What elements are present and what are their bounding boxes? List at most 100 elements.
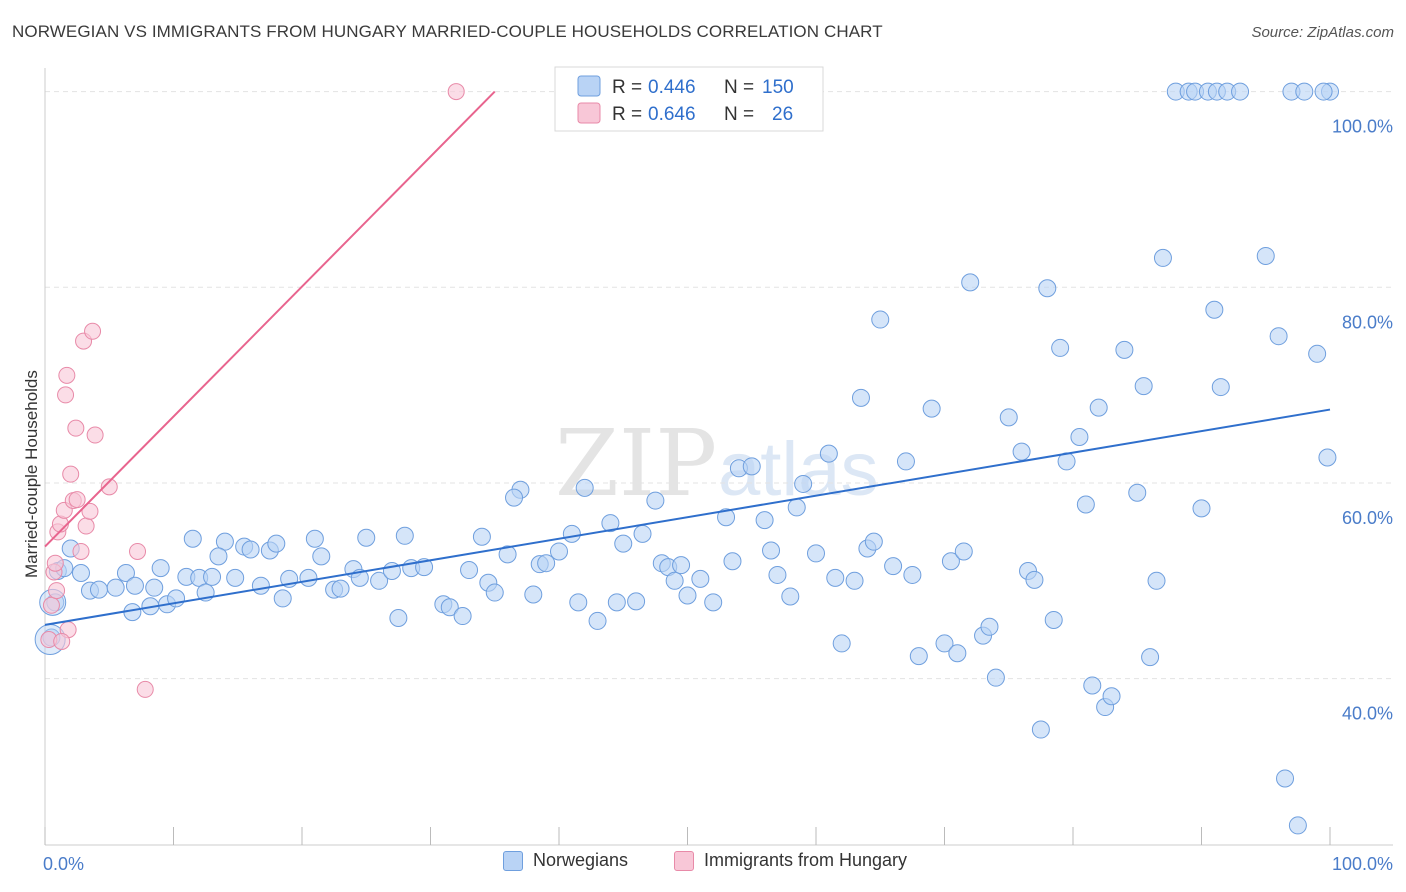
legend-n-value-pink: 26 — [772, 104, 793, 125]
norwegians-point — [1192, 499, 1211, 518]
hungary-label: Immigrants from Hungary — [704, 850, 908, 870]
hungary-point — [46, 554, 64, 572]
hungary-point — [77, 517, 95, 535]
norwegians-swatch — [503, 850, 523, 871]
norwegians-point — [1070, 427, 1089, 446]
norwegians-point — [1295, 82, 1314, 101]
norwegians-point — [948, 644, 967, 663]
norwegians-point — [633, 524, 652, 543]
series-legend: Norwegians Immigrants from Hungary — [0, 850, 1406, 878]
norwegians-point — [1031, 720, 1050, 739]
norwegians-point — [1038, 279, 1057, 298]
hungary-points — [40, 83, 465, 698]
norwegians-point — [742, 457, 761, 476]
norwegians-point — [550, 542, 568, 561]
hungary-swatch — [674, 850, 694, 871]
norwegians-point — [89, 580, 108, 599]
norwegians-point — [665, 571, 684, 590]
chart-title: NORWEGIAN VS IMMIGRANTS FROM HUNGARY MAR… — [12, 22, 883, 41]
y-tick-label-3: 100.0% — [1332, 117, 1393, 137]
norwegians-point — [717, 508, 736, 527]
legend-n-label-pink: N = — [724, 104, 754, 125]
norwegians-point — [678, 586, 697, 605]
norwegians-point — [569, 593, 588, 612]
hungary-point — [447, 83, 465, 101]
watermark: ZIP atlas — [555, 410, 879, 517]
x-tick-label-0: 0.0% — [43, 854, 84, 874]
y-tick-label-2: 80.0% — [1342, 312, 1393, 332]
norwegians-point — [1128, 483, 1147, 502]
norwegians-point — [819, 444, 838, 463]
watermark-zip: ZIP — [555, 410, 717, 517]
norwegians-point — [614, 534, 633, 553]
hungary-point — [81, 502, 99, 520]
norwegians-label: Norwegians — [533, 850, 629, 870]
hungary-point — [136, 680, 154, 698]
legend-swatch-blue — [577, 75, 601, 97]
norwegians-point — [562, 524, 581, 543]
norwegians-point — [896, 452, 915, 471]
norwegians-point — [370, 571, 389, 590]
source-credit: Source: ZipAtlas.com — [1251, 24, 1394, 41]
norwegians-point — [723, 552, 742, 571]
norwegians-point — [1076, 495, 1095, 514]
norwegians-point — [1211, 378, 1230, 397]
norwegians-point — [472, 527, 491, 546]
trendlines — [44, 90, 1331, 626]
norwegians-point — [807, 544, 825, 563]
norwegians-point — [1308, 344, 1327, 363]
norwegians-point — [762, 541, 781, 560]
norwegians-point — [460, 561, 479, 580]
norwegians-point — [999, 408, 1018, 427]
norwegians-point — [884, 557, 903, 576]
legend-r-label-pink: R = — [612, 104, 642, 125]
norwegians-point — [1147, 571, 1166, 590]
norwegians-point — [125, 576, 144, 595]
norwegians-point — [781, 587, 800, 606]
norwegians-point — [1153, 248, 1172, 267]
x-tick-label-1: 100.0% — [1332, 854, 1393, 874]
legend-swatch-pink — [577, 102, 601, 124]
norwegians-point — [909, 647, 928, 666]
norwegians-point — [389, 608, 408, 627]
norwegians-point — [935, 634, 954, 653]
correlation-legend: R = 0.446 N = 150 R = 0.646 N = 26 — [554, 66, 824, 132]
hungary-point — [100, 478, 118, 496]
norwegians-point — [1256, 246, 1275, 265]
norwegians-point — [691, 569, 710, 588]
norwegians-point — [145, 578, 164, 597]
norwegians-point — [305, 529, 324, 548]
legend-r-value-pink: 0.646 — [648, 104, 696, 125]
norwegians-point — [524, 585, 543, 604]
hungary-point — [84, 322, 102, 340]
norwegians-point — [941, 552, 960, 571]
norwegians-point — [672, 556, 691, 575]
norwegians-point — [1205, 300, 1224, 319]
norwegians-point — [151, 559, 170, 578]
norwegians-point — [787, 498, 806, 517]
hungary-point — [72, 542, 90, 560]
hungary-trendline — [44, 90, 496, 548]
norwegians-point — [498, 545, 517, 564]
norwegians-point — [1288, 816, 1307, 835]
norwegians-point — [273, 589, 292, 608]
norwegians-point — [1231, 82, 1250, 101]
norwegians-point — [1318, 448, 1337, 467]
norwegians-point — [768, 565, 787, 584]
norwegians-point — [226, 568, 245, 587]
norwegians-point — [1141, 648, 1160, 667]
norwegians-point — [312, 547, 331, 566]
hungary-point — [129, 542, 147, 560]
norwegians-point — [851, 388, 870, 407]
norwegians-point — [209, 547, 228, 566]
hungary-point — [57, 386, 75, 404]
norwegians-point — [627, 592, 646, 611]
norwegians-point — [251, 576, 270, 595]
norwegians-point — [961, 273, 980, 292]
norwegians-point — [986, 668, 1005, 687]
norwegians-point — [922, 399, 941, 418]
legend-n-label-blue: N = — [724, 77, 754, 98]
norwegians-point — [1025, 570, 1044, 589]
norwegians-point — [903, 565, 922, 584]
